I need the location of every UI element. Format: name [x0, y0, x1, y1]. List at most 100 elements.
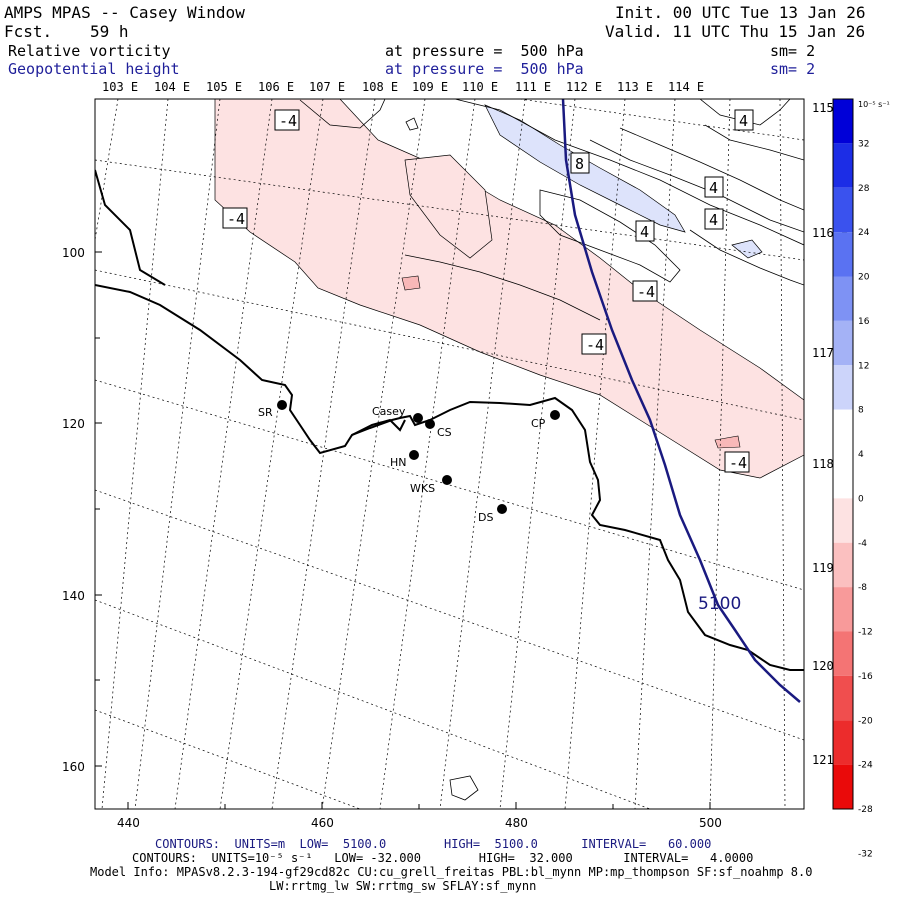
positive-vorticity-spot [731, 239, 763, 259]
negative-vorticity-patch [404, 154, 493, 259]
valid-time: Valid. 11 UTC Thu 15 Jan 26 [605, 22, 866, 41]
negative-vorticity-spot-2 [714, 435, 741, 449]
contour-line [619, 127, 804, 211]
colorbar-label: -28 [858, 805, 873, 815]
negative-vorticity-spot [401, 275, 421, 291]
colorbar-segment [833, 764, 853, 809]
coastline [95, 169, 804, 671]
lon-label: 108 E [362, 80, 398, 94]
contour-label-neg4: -4 [279, 112, 297, 130]
meridian-line [379, 99, 476, 809]
station-label-cs: CS [437, 426, 452, 439]
init-time: Init. 00 UTC Tue 13 Jan 26 [615, 3, 866, 22]
colorbar-segment [833, 143, 853, 188]
colorbar-segment [833, 320, 853, 366]
lon-label: 111 E [515, 80, 551, 94]
station-marker-casey [413, 413, 423, 423]
colorbar-segment [833, 454, 853, 499]
colorbar-segment [833, 409, 853, 454]
y-tick-label: 100 [62, 246, 85, 260]
contour-line [299, 99, 386, 129]
contour-label-pos4: 4 [709, 211, 718, 229]
colorbar-label: -24 [858, 761, 873, 771]
negative-vorticity-band [214, 99, 804, 479]
contour-line [689, 229, 804, 286]
colorbar-label: 0 [858, 494, 864, 504]
label-box [222, 207, 248, 229]
colorbar-segment [833, 720, 853, 765]
x-tick-label: 480 [505, 816, 528, 830]
colorbar-label: 16 [858, 317, 870, 327]
antarctic-coastline [95, 284, 804, 671]
station-label-casey: Casey [372, 405, 406, 418]
station-label-hn: HN [390, 456, 407, 469]
model-info: Model Info: MPASv8.2.3-194-gf29cd82c CU:… [90, 865, 813, 879]
contour-labels: -4 -4 -4 -4 -4 4 4 4 4 8 [222, 109, 754, 473]
colorbar-frame [832, 98, 854, 810]
contour-label-pos4: 4 [640, 223, 649, 241]
station-label-sr: SR [258, 406, 273, 419]
label-box [635, 220, 655, 242]
axis-ticks [95, 251, 711, 809]
station-marker-cs [425, 419, 435, 429]
y-tick-label: 140 [62, 589, 85, 603]
lon-label: 103 E [102, 80, 138, 94]
lon-label: 113 E [617, 80, 653, 94]
colorbar-segment [833, 631, 853, 676]
station-marker-hn [409, 450, 419, 460]
field2-smoothing: sm= 2 [770, 60, 816, 78]
contour-line [454, 99, 804, 246]
meridian-line [634, 99, 676, 809]
station-marker-sr [277, 400, 287, 410]
colorbar-segment [833, 187, 853, 233]
stations: SR Casey CS HN WKS DS CP [258, 400, 560, 524]
contour-line [449, 775, 479, 801]
meridian-line [95, 99, 119, 241]
colorbar-label: 12 [858, 361, 869, 371]
contour-line [699, 99, 791, 126]
contour-label-neg4: -4 [586, 336, 604, 354]
meridian-line [499, 99, 576, 809]
contour-label-neg4: -4 [729, 454, 747, 472]
x-tick-label: 500 [699, 816, 722, 830]
station-marker-ds [497, 504, 507, 514]
field1-level: at pressure = 500 hPa [385, 42, 584, 60]
lon-label: 106 E [258, 80, 294, 94]
western-coast [95, 169, 166, 286]
colorbar-label: 8 [858, 406, 864, 416]
colorbar-label: 32 [858, 139, 869, 149]
station-label-cp: CP [531, 417, 546, 430]
colorbar-label: 20 [858, 273, 870, 283]
vorticity-shading [214, 99, 804, 479]
x-tick-label: 460 [311, 816, 334, 830]
x-tick-label: 440 [117, 816, 140, 830]
colorbar-label: -4 [858, 539, 867, 549]
lon-label: 114 E [668, 80, 704, 94]
colorbar-segment [833, 99, 853, 144]
label-box [632, 280, 658, 302]
graticule [95, 99, 804, 809]
parallel-line [95, 159, 804, 261]
meridian-line [564, 99, 626, 809]
colorbar-segment [833, 365, 853, 410]
colorbar-label: -8 [858, 583, 867, 593]
colorbar-segment [833, 587, 853, 632]
model-info-continued: LW:rrtmg_lw SW:rrtmg_sw SFLAY:sf_mynn [269, 879, 537, 893]
label-box [704, 176, 724, 198]
lon-label: 112 E [566, 80, 602, 94]
label-box [724, 451, 750, 473]
contour-label-pos4: 4 [709, 179, 718, 197]
contour-label-neg4: -4 [227, 210, 245, 228]
meridian-line [709, 99, 731, 809]
height-contour-label: 5100 [698, 594, 741, 614]
label-box [274, 109, 300, 131]
colorbar: 32 28 24 20 16 12 8 4 0 -4 -8 -12 -16 -20 -24 -28 -32 [832, 98, 873, 859]
field1-name: Relative vorticity [8, 42, 171, 60]
colorbar-segment [833, 498, 853, 543]
colorbar-units: 10⁻⁵ s⁻¹ [858, 100, 890, 109]
colorbar-segment [833, 675, 853, 721]
coastline-inlet [351, 418, 406, 436]
top-longitude-labels: 103 E 104 E 105 E 106 E 107 E 108 E 109 … [102, 80, 704, 94]
field2-level: at pressure = 500 hPa [385, 60, 584, 78]
